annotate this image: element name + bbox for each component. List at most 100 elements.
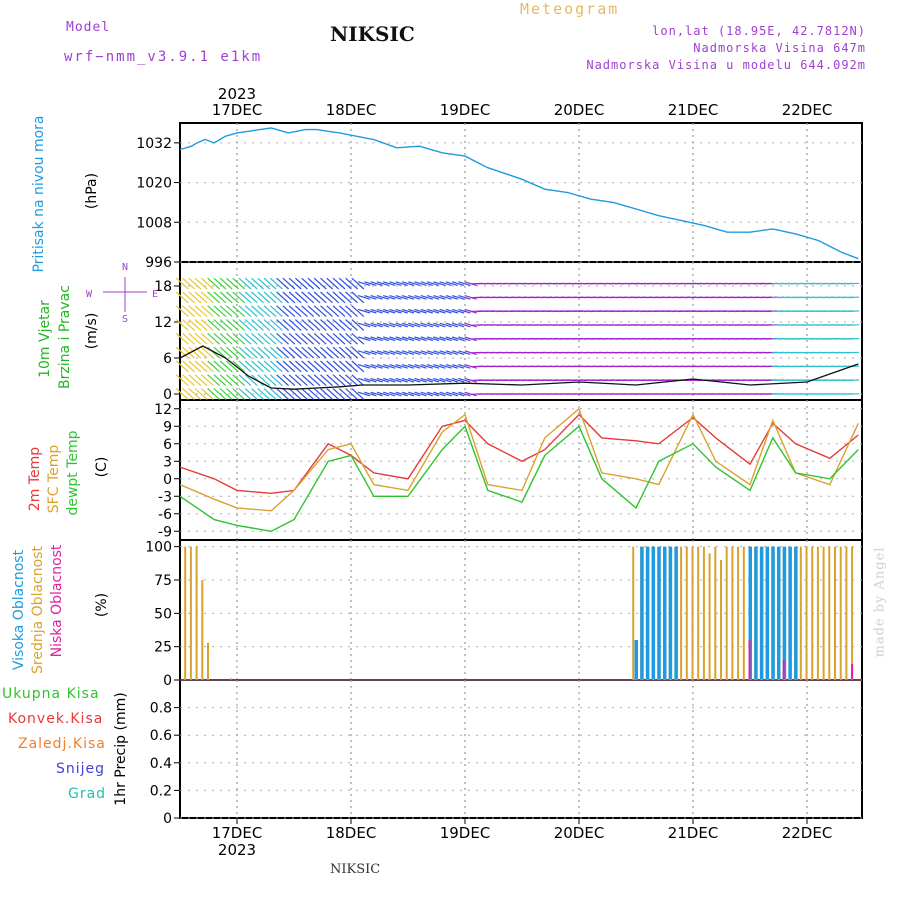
cloud-mid-bar <box>799 546 802 680</box>
wind-barb <box>282 319 296 331</box>
wind-barbs <box>175 277 860 400</box>
wind-barb <box>295 360 308 373</box>
wind-barb <box>464 308 477 314</box>
y-tick-label: 6 <box>163 351 172 367</box>
wind-barb <box>332 332 346 345</box>
wind-barb <box>257 319 271 331</box>
wind-barb <box>200 319 214 331</box>
temp-sfc-line <box>179 407 859 512</box>
wind-barb <box>426 281 440 286</box>
top-year-label: 2023 <box>218 85 256 103</box>
wind-barb <box>364 377 377 383</box>
wind-barb <box>345 360 358 373</box>
y-tick-label: 9 <box>163 419 172 435</box>
wind-barb <box>426 308 440 314</box>
wind-barb <box>226 374 239 387</box>
wind-barb <box>389 322 402 328</box>
precip-legend-convective: Konvek.Kisa <box>8 711 104 727</box>
wind-barb <box>376 350 390 355</box>
cloud-high-bar <box>645 546 650 680</box>
wind-barb <box>439 322 452 328</box>
wind-barb <box>338 319 352 331</box>
wind-barb <box>414 281 427 286</box>
wind-barb <box>175 388 189 400</box>
wind-barb <box>395 391 408 397</box>
wind-barb <box>383 377 396 383</box>
wind-barb <box>282 291 296 304</box>
wind-barb <box>219 277 233 290</box>
wind-barb <box>232 360 246 373</box>
wind-barb <box>364 322 377 328</box>
wind-barb <box>320 291 333 304</box>
wind-barb <box>433 295 446 300</box>
wind-barb <box>295 291 308 304</box>
wind-barb <box>345 346 358 359</box>
wind-barb <box>464 377 477 383</box>
wind-barb <box>263 319 277 331</box>
wind-barb <box>420 295 433 300</box>
wind-barb <box>395 350 408 355</box>
wind-barb <box>263 305 277 318</box>
wind-barb <box>345 291 358 304</box>
cloud-mid-bar <box>691 546 694 680</box>
wind-barb <box>326 305 340 318</box>
wind-barb <box>200 305 214 318</box>
wind-barb <box>219 291 233 304</box>
cloud-mid-bar <box>834 546 836 680</box>
wind-barb <box>376 281 390 286</box>
wind-barb <box>269 388 283 400</box>
wind-barb <box>207 360 221 373</box>
wind-barb <box>401 391 415 397</box>
model-name: wrf−nmm_v3.9.1 e1km <box>64 49 263 65</box>
wind-barb <box>188 374 202 387</box>
wind-barb <box>326 277 340 290</box>
wind-barb <box>332 388 346 400</box>
wind-barb <box>269 332 283 345</box>
wind-barb <box>383 295 396 300</box>
cloud-high-bar <box>663 546 667 680</box>
wind-barb <box>464 336 477 342</box>
wind-barb <box>357 350 371 355</box>
wind-barb <box>207 332 221 345</box>
wind-barb <box>414 295 427 300</box>
wind-barb <box>307 346 321 359</box>
wind-barb <box>288 332 302 345</box>
panel-frame-pressure <box>179 122 863 263</box>
y-tick-label: 12 <box>154 315 172 331</box>
wind-barb <box>219 346 233 359</box>
wind-barb <box>238 291 252 304</box>
wind-barb <box>182 332 195 345</box>
wind-barb <box>408 295 421 300</box>
wind-barb <box>847 310 860 313</box>
wind-barb <box>182 277 195 290</box>
wind-barb <box>320 346 333 359</box>
wind-barb <box>175 305 189 318</box>
wind-barb <box>313 346 327 359</box>
cloud-high-bar <box>668 546 673 680</box>
wind-barb <box>414 322 427 328</box>
cloud-high-bar <box>782 546 787 680</box>
wind-barb <box>408 391 421 397</box>
wind-barb <box>188 346 202 359</box>
wind-barb <box>226 346 239 359</box>
wind-barb <box>395 336 408 342</box>
wind-barb <box>313 305 327 318</box>
wind-barb <box>288 374 302 387</box>
wind-barb <box>401 377 415 383</box>
wind-barb <box>288 319 302 331</box>
wind-barb <box>251 319 264 331</box>
wind-barb <box>338 346 352 359</box>
wind-barb <box>313 332 327 345</box>
wind-barb <box>301 305 315 318</box>
wind-barb <box>213 277 227 290</box>
wind-barb <box>301 332 315 345</box>
wind-barb <box>370 295 383 300</box>
y-tick-label: 0.4 <box>150 756 172 772</box>
wind-barb <box>182 388 195 400</box>
wind-barb <box>313 388 327 400</box>
wind-barb <box>194 305 208 318</box>
wind-barb <box>451 295 465 300</box>
cloud-mid-bar <box>811 546 814 680</box>
wind-barb <box>426 377 440 383</box>
